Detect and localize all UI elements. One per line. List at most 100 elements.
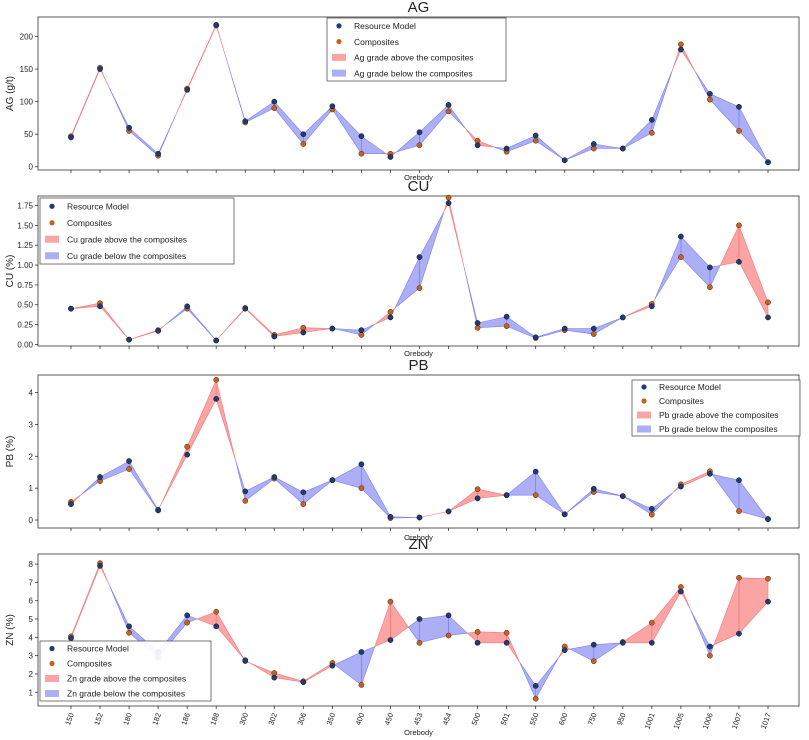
point-composites: [358, 682, 365, 688]
point-resource-model: [358, 649, 365, 655]
legend-label: Resource Model: [67, 201, 129, 211]
legend-marker-composites: [641, 398, 647, 404]
x-tick-label: 750: [586, 712, 599, 727]
point-resource-model: [445, 612, 452, 619]
point-composites: [678, 41, 684, 48]
x-tick-label: 501: [499, 712, 512, 727]
fill-above-segment: [477, 488, 507, 499]
point-resource-model: [678, 233, 684, 240]
point-resource-model: [271, 333, 278, 340]
legend-marker-composites: [49, 220, 55, 226]
point-composites: [474, 628, 481, 635]
point-resource-model: [68, 635, 74, 642]
point-resource-model: [68, 501, 74, 507]
point-resource-model: [68, 305, 74, 312]
point-resource-model: [358, 461, 365, 468]
x-tick-label: 186: [179, 712, 192, 727]
point-composites: [532, 492, 539, 499]
chart-title-pb: PB: [408, 357, 428, 374]
y-tick-label: 1.25: [17, 241, 33, 250]
point-resource-model: [503, 639, 510, 646]
point-composites: [648, 130, 655, 136]
x-tick-label: 350: [325, 712, 338, 727]
point-resource-model: [561, 511, 568, 518]
point-composites: [736, 508, 742, 514]
point-resource-model: [126, 336, 132, 343]
y-tick-label: 2: [29, 452, 34, 461]
y-tick-label: 8: [29, 560, 34, 569]
point-resource-model: [184, 451, 191, 458]
point-composites: [184, 443, 191, 450]
legend-label: Resource Model: [659, 382, 721, 392]
point-resource-model: [678, 46, 684, 53]
chart-title-ag: AG: [408, 0, 430, 16]
point-resource-model: [648, 117, 655, 123]
y-axis-label-ag: AG (g/t): [5, 76, 16, 111]
point-resource-model: [619, 639, 626, 646]
point-resource-model: [648, 639, 655, 646]
legend-frame: [39, 640, 212, 702]
fill-below-segment: [709, 265, 721, 288]
point-resource-model: [300, 329, 307, 336]
point-resource-model: [707, 264, 713, 271]
chart-title-zn: ZN: [409, 536, 429, 553]
legend-frame: [326, 17, 507, 82]
y-axis-label-pb: PB (%): [5, 436, 16, 468]
fill-above-segment: [215, 379, 236, 461]
point-resource-model: [736, 259, 742, 265]
point-resource-model: [329, 662, 336, 669]
point-composites: [503, 323, 510, 330]
point-resource-model: [329, 103, 336, 110]
point-resource-model: [416, 616, 423, 622]
point-composites: [648, 619, 655, 626]
legend-swatch-above: [45, 675, 59, 682]
point-resource-model: [387, 637, 394, 643]
point-resource-model: [271, 674, 278, 681]
point-resource-model: [329, 325, 336, 332]
point-resource-model: [561, 647, 568, 653]
legend-frame: [631, 379, 801, 437]
point-composites: [474, 324, 481, 331]
point-resource-model: [126, 458, 132, 464]
panel-pb: PB 0 1 2 3 4 PB (%) Orebody Resource Model Compos…: [5, 357, 801, 542]
point-resource-model: [213, 22, 220, 29]
fill-above-segment: [477, 631, 507, 644]
point-composites: [416, 142, 423, 149]
point-resource-model: [184, 87, 191, 93]
point-resource-model: [590, 641, 597, 648]
legend-label: Zn grade below the composites: [67, 689, 185, 699]
x-tick-label: 950: [615, 712, 628, 727]
fill-below-segment: [419, 211, 445, 289]
fill-below-segment: [593, 642, 623, 662]
y-tick-label: 3: [29, 420, 34, 429]
point-resource-model: [213, 337, 220, 344]
panel-cu: CU 0.00 0.25 0.50 0.75 1.00 1.25 1.50 1.75 CU (%)…: [5, 178, 800, 358]
legend-label: Pb grade below the composites: [659, 424, 778, 434]
legend-ag: Resource Model Composites Ag grade above t…: [326, 17, 507, 82]
point-composites: [126, 629, 132, 636]
legend-pb: Resource Model Composites Pb grade above t…: [631, 379, 801, 437]
y-tick-label: 1: [29, 688, 34, 697]
point-composites: [300, 324, 307, 331]
point-resource-model: [678, 483, 684, 490]
y-tick-label: 50: [24, 130, 33, 139]
fill-below-segment: [651, 492, 673, 516]
point-resource-model: [561, 157, 568, 164]
point-resource-model: [416, 254, 423, 260]
fill-above-segment: [390, 600, 409, 641]
point-composites: [736, 574, 742, 581]
point-composites: [300, 141, 307, 147]
x-axis-label-zn: Orebody: [404, 728, 433, 737]
legend-frame: [39, 197, 235, 265]
legend-swatch-below: [45, 252, 59, 260]
point-resource-model: [619, 493, 626, 499]
point-resource-model: [126, 623, 132, 630]
legend-label: Composites: [659, 396, 704, 406]
y-tick-label: 4: [29, 389, 34, 398]
x-tick-label: 150: [63, 712, 76, 727]
panel-ag: AG 0 50 100 150 200 AG (g/t) Orebody Resource Mo…: [5, 0, 800, 182]
x-tick-label: 1007: [730, 712, 744, 731]
point-resource-model: [97, 303, 103, 310]
point-resource-model: [736, 103, 742, 110]
point-composites: [213, 376, 220, 383]
